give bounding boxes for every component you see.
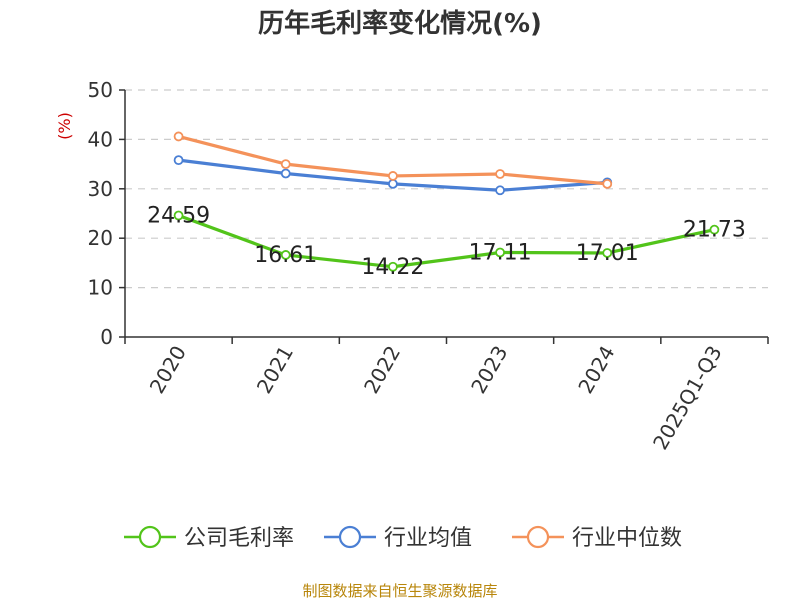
x-tick-label-2023: 2023 [466,342,512,398]
x-tick-label-2022: 2022 [359,342,405,398]
legend-label-0: 公司毛利率 [184,526,294,551]
y-tick-label-10: 10 [88,276,113,300]
legend-label-2: 行业中位数 [572,526,682,551]
series-0-point-2 [388,261,398,272]
series [173,131,720,272]
series-0-point-0 [173,210,184,221]
legend-marker-1 [338,525,362,549]
source-note: 制图数据来自恒生聚源数据库 [302,582,497,600]
y-tick-label-20: 20 [88,226,113,250]
data-label-0-4: 17.01 [576,241,639,266]
legend-marker-2 [526,525,550,549]
data-label-0-2: 14.22 [361,255,424,280]
y-tick-label-30: 30 [88,177,113,201]
series-1-point-1 [280,168,291,179]
grid [125,89,768,289]
legend-marker-0 [138,525,162,549]
y-tick-label-0: 0 [100,325,113,349]
x-tick-label-2024: 2024 [573,342,619,398]
series-1-point-3 [495,185,505,196]
series-2-point-1 [280,159,291,170]
data-label-0-1: 16.61 [254,243,317,268]
series-2-point-0 [173,131,184,142]
series-0-point-5 [709,224,720,235]
series-1-point-0 [173,155,184,166]
data-label-0-5: 21.73 [683,218,746,243]
x-tick-label-2020: 2020 [145,342,191,398]
series-0-point-4 [602,248,613,258]
series-0-point-1 [280,250,291,260]
x-tick-label-2021: 2021 [252,342,298,398]
series-0-point-3 [495,247,505,258]
series-2-point-3 [495,169,505,179]
data-label-0-0: 24.59 [147,204,210,229]
legend-label-1: 行业均值 [384,526,472,551]
data-label-0-3: 17.11 [469,240,532,265]
axes: 0 10 20 30 40 50 2020 2021 2022 2023 2024 2025Q1-Q3 [88,78,769,454]
series-1-point-2 [388,178,398,189]
legend: 公司毛利率 行业均值 行业中位数 [124,525,682,551]
series-2-point-4 [602,178,613,189]
y-axis-label: (%) [55,112,74,140]
data-labels: 24.59 16.61 14.22 17.11 17.01 21.73 [147,204,746,280]
series-2-point-2 [388,171,398,181]
chart-title: 历年毛利率变化情况(%) [258,8,542,39]
y-tick-label-50: 50 [88,78,113,102]
y-tick-label-40: 40 [88,127,113,151]
x-tick-label-2025Q1-Q3: 2025Q1-Q3 [648,342,727,454]
series-line-0 [178,214,715,269]
